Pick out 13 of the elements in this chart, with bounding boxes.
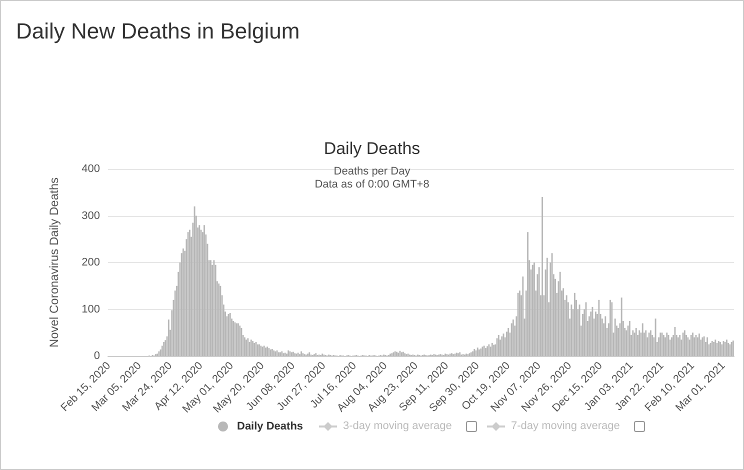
annotation: Data as of 0:00 GMT+8 [314,178,430,190]
y-tick-label: 300 [82,210,100,222]
y-tick-label: 400 [82,163,100,175]
legend-label: Daily Deaths [237,420,304,432]
annotation: Deaths per Day [334,166,411,178]
y-tick-label: 0 [94,350,100,362]
y-tick-label: 100 [82,303,100,316]
y-axis-title: Novel Coronavirus Daily Deaths [47,177,61,348]
text: 3-day moving average [343,420,452,432]
chart-title: Daily New Deaths in Belgium [16,18,300,44]
y-tick-label: 200 [82,256,100,268]
text: 7-day moving average [511,420,620,432]
chart-subtitle: Daily Deaths [324,139,420,158]
